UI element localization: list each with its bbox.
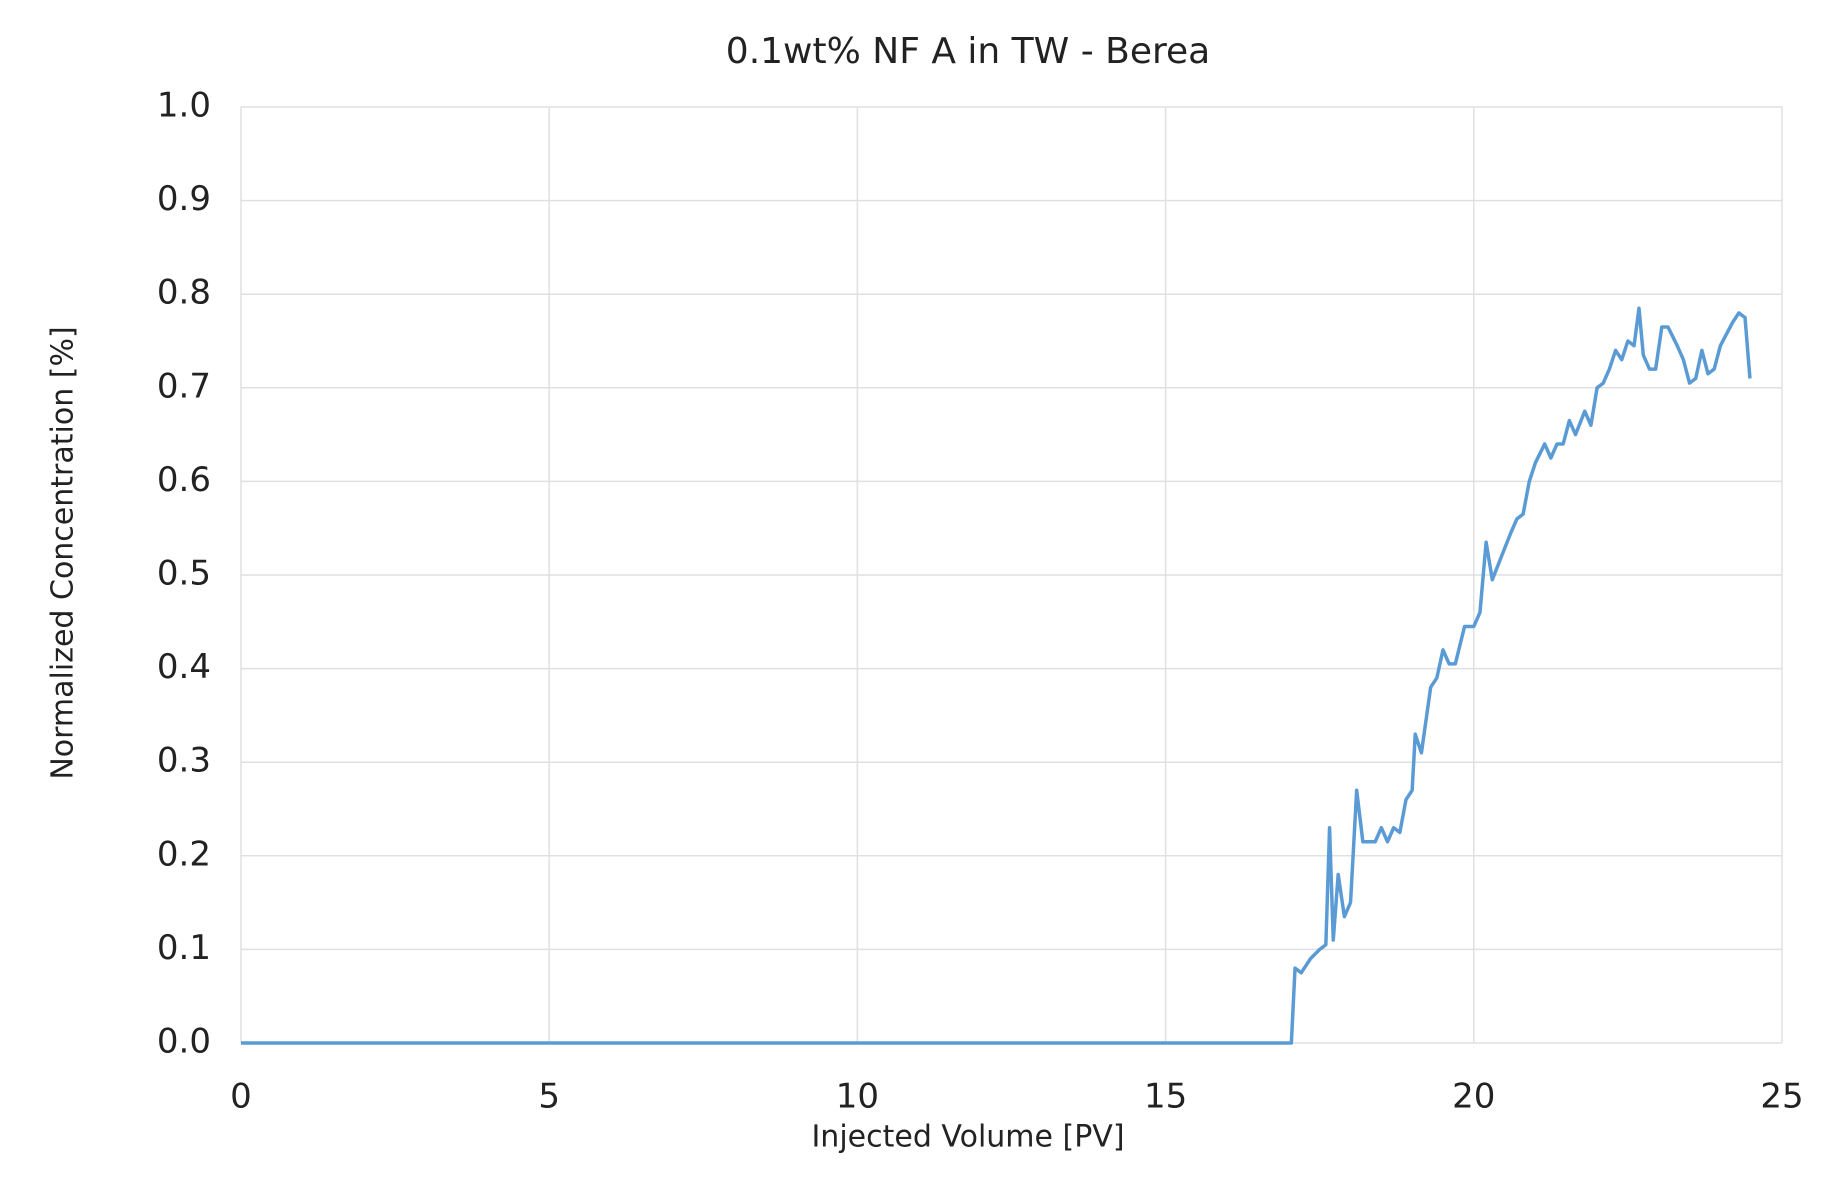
y-tick-label: 0.7 xyxy=(157,366,211,406)
x-axis-label: Injected Volume [PV] xyxy=(811,1120,1124,1155)
y-tick-label: 0.0 xyxy=(157,1022,211,1062)
y-tick-label: 0.9 xyxy=(157,179,211,219)
y-tick-label: 0.6 xyxy=(157,460,211,500)
y-tick-label: 0.3 xyxy=(157,741,211,781)
data-line xyxy=(241,306,1752,1045)
x-tick-label: 5 xyxy=(538,1077,560,1117)
x-tick-label: 20 xyxy=(1452,1077,1495,1117)
x-tick-label: 10 xyxy=(836,1077,879,1117)
x-tick-label: 0 xyxy=(230,1077,252,1117)
y-tick-label: 0.1 xyxy=(157,928,211,968)
y-tick-label: 1.0 xyxy=(157,86,211,126)
y-axis-label: Normalized Concentration [%] xyxy=(46,326,81,779)
y-tick-label: 0.8 xyxy=(157,273,211,313)
y-tick-label: 0.4 xyxy=(157,647,211,687)
chart-title: 0.1wt% NF A in TW - Berea xyxy=(726,31,1210,72)
y-tick-label: 0.5 xyxy=(157,554,211,594)
x-tick-label: 15 xyxy=(1144,1077,1187,1117)
x-tick-label: 25 xyxy=(1760,1077,1803,1117)
y-tick-label: 0.2 xyxy=(157,834,211,874)
